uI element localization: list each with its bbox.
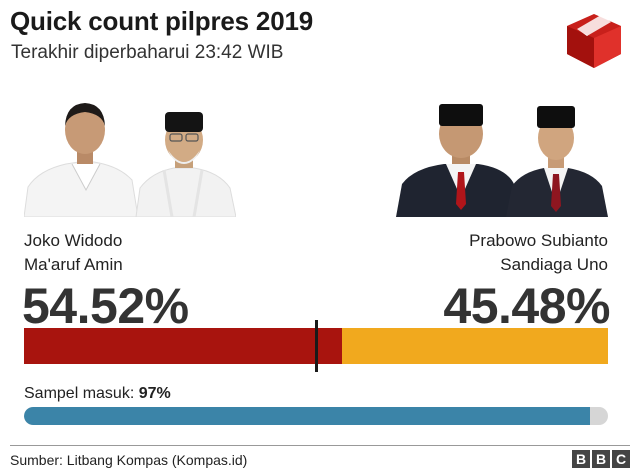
candidate-left-name-1: Joko Widodo (24, 231, 123, 250)
sample-value: 97% (138, 385, 171, 402)
bbc-letter: B (592, 450, 610, 468)
bbc-letter: B (572, 450, 590, 468)
page-title: Quick count pilpres 2019 (10, 6, 313, 36)
vote-share-right (342, 328, 608, 364)
ballot-box-icon (567, 14, 621, 68)
candidate-right-name-1: Prabowo Subianto (469, 231, 608, 250)
sample-label: Sampel masuk: 97% (24, 385, 171, 403)
sample-label-text: Sampel masuk: (24, 385, 135, 402)
vote-percent-left: 54.52% (22, 278, 189, 334)
source-note: Sumber: Litbang Kompas (Kompas.id) (10, 452, 248, 468)
sample-progress-bar (24, 407, 608, 425)
last-updated: Terakhir diperbaharui 23:42 WIB (11, 42, 284, 63)
candidate-right-name-2: Sandiaga Uno (500, 255, 608, 274)
candidate-left-name-2: Ma'aruf Amin (24, 255, 123, 274)
footer-divider (10, 445, 630, 446)
bbc-logo: B B C (572, 450, 630, 468)
bbc-letter: C (612, 450, 630, 468)
vote-percent-right: 45.48% (443, 278, 610, 334)
majority-line (315, 320, 318, 372)
sample-progress-fill (24, 407, 591, 425)
vote-share-left (24, 328, 343, 364)
candidate-photo-left (24, 103, 236, 217)
vote-share-bar (24, 328, 608, 364)
candidate-photo-right (396, 104, 608, 217)
